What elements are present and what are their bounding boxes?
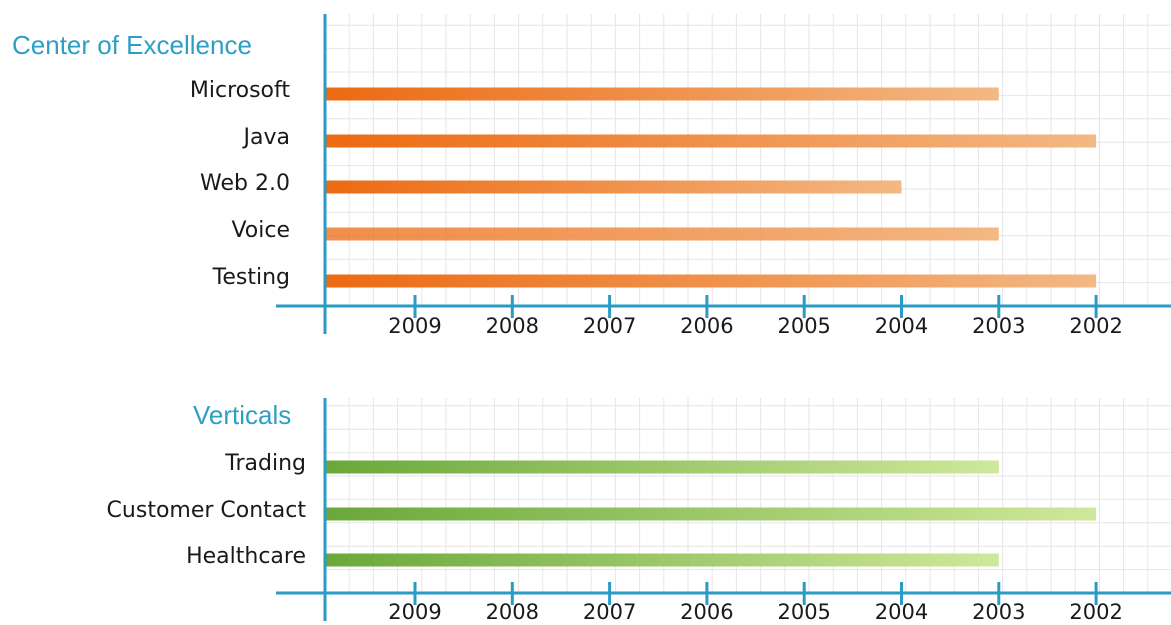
- category-label: Healthcare: [186, 544, 306, 569]
- x-tick-label: 2007: [583, 314, 636, 338]
- category-label: Voice: [231, 218, 290, 243]
- x-tick-label: 2003: [972, 600, 1025, 624]
- x-tick-label: 2005: [777, 600, 830, 624]
- bar-testing: [325, 274, 1097, 288]
- bar-voice: [325, 227, 999, 241]
- bar-customer-contact: [325, 507, 1097, 521]
- category-label: Customer Contact: [106, 498, 306, 523]
- bar-healthcare: [325, 553, 999, 567]
- bar-trading: [325, 460, 999, 474]
- category-label: Trading: [225, 451, 306, 476]
- grid-0: [324, 14, 1171, 307]
- bar-web-2-0: [325, 180, 902, 194]
- x-tick-label: 2007: [583, 600, 636, 624]
- bar-java: [325, 134, 1097, 148]
- category-labels-center-of-excellence: Microsoft Java Web 2.0 Voice Testing: [0, 0, 290, 320]
- category-label: Microsoft: [189, 78, 290, 103]
- bar-microsoft: [325, 87, 999, 101]
- category-labels-verticals: Trading Customer Contact Healthcare: [0, 0, 306, 625]
- x-tick-label: 2009: [388, 314, 441, 338]
- x-tick-label: 2004: [875, 600, 928, 624]
- chart-title-center-of-excellence: Center of Excellence: [12, 30, 252, 60]
- x-tick-label: 2006: [680, 600, 733, 624]
- x-tick-label: 2004: [875, 314, 928, 338]
- x-tick-label: 2009: [388, 600, 441, 624]
- x-tick-label: 2008: [486, 314, 539, 338]
- x-tick-label: 2002: [1069, 600, 1122, 624]
- x-tick-label: 2008: [486, 600, 539, 624]
- x-tick-label: 2005: [777, 314, 830, 338]
- x-tick-label: 2006: [680, 314, 733, 338]
- category-label: Testing: [212, 265, 290, 290]
- x-tick-label: 2002: [1069, 314, 1122, 338]
- chart-title-verticals: Verticals: [193, 400, 292, 430]
- x-tick-label: 2003: [972, 314, 1025, 338]
- category-label: Java: [243, 125, 290, 150]
- category-label: Web 2.0: [200, 171, 290, 196]
